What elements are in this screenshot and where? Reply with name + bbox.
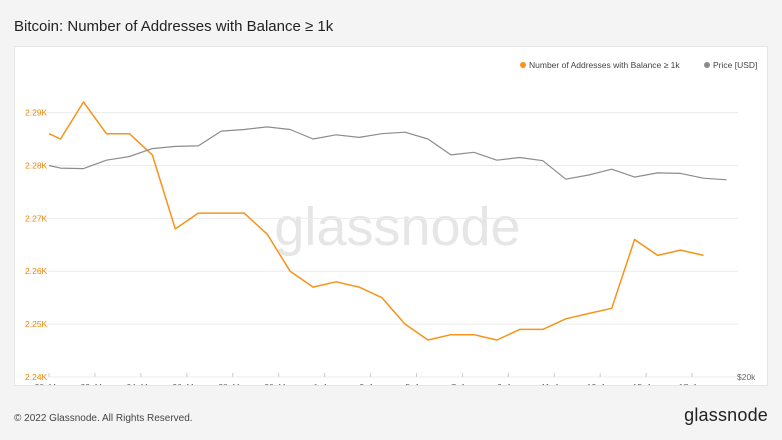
legend-item-addresses-marker <box>520 62 526 68</box>
y-tick-label: 2.29K <box>25 108 48 118</box>
copyright-text: © 2022 Glassnode. All Rights Reserved. <box>14 413 193 424</box>
x-tick-label: 26. Mar <box>172 382 201 385</box>
price-series-line <box>48 126 727 181</box>
legend-item-price-marker <box>704 62 710 68</box>
x-tick-label: 20. Mar <box>35 382 64 385</box>
x-tick-label: 15. Apr <box>633 382 660 385</box>
x-tick-label: 22. Mar <box>81 382 110 385</box>
y-tick-label: 2.26K <box>25 266 48 276</box>
x-tick-label: 9. Apr <box>497 382 519 385</box>
x-tick-label: 30. Mar <box>264 382 293 385</box>
chart-title: Bitcoin: Number of Addresses with Balanc… <box>14 18 334 35</box>
x-tick-label: 13. Apr <box>587 382 614 385</box>
y-tick-label: 2.27K <box>25 213 48 223</box>
legend-item-price-label: Price [USD] <box>713 60 757 70</box>
x-tick-label: 3. Apr <box>359 382 381 385</box>
line-chart[interactable]: glassnode 2.24K 2.25K 2.26K 2.27K 2.28K 2.29K $… <box>15 47 767 385</box>
addresses-series-line <box>48 101 704 341</box>
brand-logo: glassnode <box>684 405 768 425</box>
y-right-tick-label: $20k <box>737 372 756 382</box>
watermark-text: glassnode <box>274 197 520 257</box>
chart-card: glassnode 2.24K 2.25K 2.26K 2.27K 2.28K 2.29K $… <box>14 46 768 386</box>
y-tick-label: 2.28K <box>25 160 48 170</box>
legend-item-addresses-label: Number of Addresses with Balance ≥ 1k <box>529 60 680 70</box>
y-tick-label: 2.25K <box>25 319 48 329</box>
x-tick-label: 28. Mar <box>218 382 247 385</box>
x-tick-label: 7. Apr <box>451 382 473 385</box>
x-tick-label: 11. Apr <box>541 382 567 385</box>
x-tick-label: 17. Apr <box>679 382 706 385</box>
x-tick-label: 1. Apr <box>313 382 335 385</box>
y-tick-label: 2.24K <box>25 372 48 382</box>
x-tick-label: 24. Mar <box>126 382 155 385</box>
x-tick-label: 5. Apr <box>405 382 427 385</box>
